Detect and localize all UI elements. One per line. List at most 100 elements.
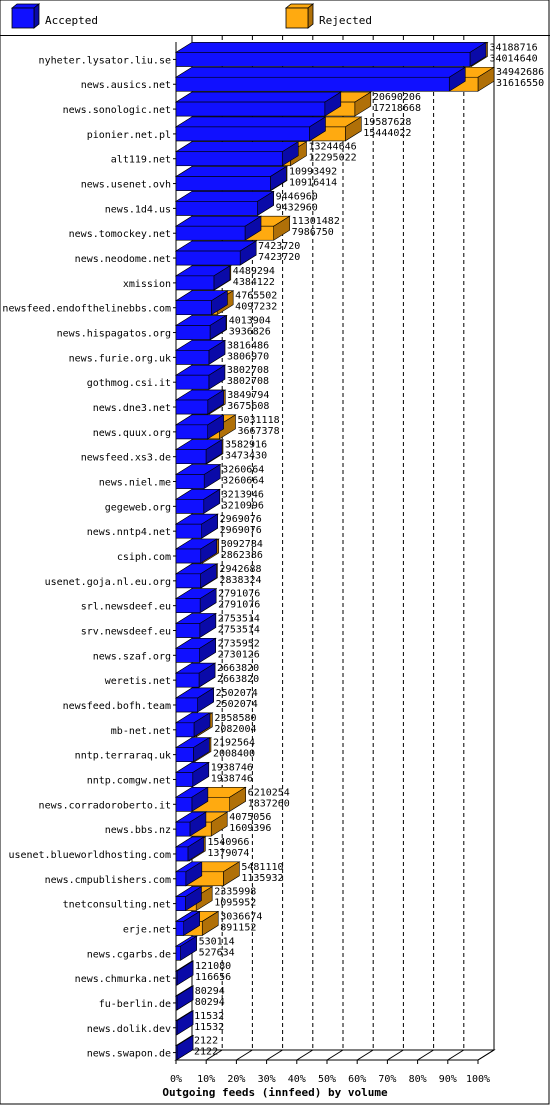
bar-accepted <box>174 215 263 241</box>
value-label-total: 1540966 <box>207 837 249 848</box>
value-label-accepted: 15444022 <box>363 128 411 139</box>
x-axis: 0% 10% 20% 30% 40% 50% 60% 70% 80% 90% 100% <box>170 1060 490 1085</box>
category-label: news.bbs.nz <box>105 825 171 836</box>
category-label: csiph.com <box>117 552 171 563</box>
bar-accepted <box>174 116 327 142</box>
bar-accepted <box>174 414 225 440</box>
value-label-accepted: 3936826 <box>229 327 271 338</box>
value-label-total: 20690206 <box>373 92 421 103</box>
value-label-accepted: 7986750 <box>292 227 334 238</box>
value-label-accepted: 1837260 <box>248 798 290 809</box>
value-label-total: 11532 <box>194 1011 224 1022</box>
category-label: gegeweb.org <box>105 502 171 513</box>
value-label-accepted: 116656 <box>195 972 231 983</box>
x-tick-label: 50% <box>318 1074 336 1085</box>
value-label-total: 9446960 <box>276 191 318 202</box>
value-label-total: 10993492 <box>289 167 337 178</box>
bar-accepted <box>174 1035 195 1061</box>
category-label: news.usenet.ovh <box>81 180 171 191</box>
category-label: gothmog.csi.it <box>87 378 171 389</box>
x-tick-label: 90% <box>439 1074 457 1085</box>
value-label-accepted: 3667378 <box>237 426 279 437</box>
bar-accepted <box>174 265 231 291</box>
bar-accepted <box>174 761 210 788</box>
bar-accepted <box>174 563 218 589</box>
category-label: news.dolik.dev <box>87 1024 171 1035</box>
value-label-accepted: 3260664 <box>222 476 264 487</box>
value-label-accepted: 3473430 <box>225 451 267 462</box>
category-label: erje.net <box>123 924 171 935</box>
value-label-accepted: 80294 <box>195 997 225 1008</box>
x-tick-label: 0% <box>170 1074 182 1085</box>
category-label: news.cgarbs.de <box>87 949 171 960</box>
value-label-accepted: 10916414 <box>289 178 337 189</box>
value-label-total: 2969076 <box>220 514 262 525</box>
bar-accepted <box>174 712 212 738</box>
bar-accepted <box>174 439 224 465</box>
category-label: news.1d4.us <box>105 204 171 215</box>
bar-accepted <box>174 463 222 490</box>
bar-accepted <box>174 886 203 912</box>
value-label-accepted: 2008400 <box>213 749 255 760</box>
category-label: news.chmurka.net <box>75 974 171 985</box>
value-label-total: 3260664 <box>222 465 264 476</box>
value-label-accepted: 9432960 <box>276 202 318 213</box>
x-tick-label: 30% <box>258 1074 276 1085</box>
bar-accepted <box>174 290 229 316</box>
value-label-accepted: 2122 <box>194 1047 218 1058</box>
value-label-total: 4075056 <box>229 812 271 823</box>
value-label-total: 1938746 <box>211 762 253 773</box>
x-axis-title: Outgoing feeds (innfeed) by volume <box>162 1086 388 1099</box>
category-label: usenet.goja.nl.eu.org <box>45 577 171 588</box>
bar-accepted <box>174 513 219 539</box>
value-label-accepted: 3210996 <box>222 500 264 511</box>
category-label: srl.newsdeef.eu <box>81 602 171 613</box>
category-label: news.swapon.de <box>87 1049 171 1060</box>
category-label: alt119.net <box>111 155 171 166</box>
category-label: news.dne3.net <box>93 403 171 414</box>
value-label-accepted: 2663820 <box>217 674 259 685</box>
value-label-total: 2663820 <box>217 663 259 674</box>
bar-accepted <box>174 935 198 961</box>
value-label-total: 2122 <box>194 1036 218 1047</box>
x-tick-label: 80% <box>409 1074 427 1085</box>
category-label: nyheter.lysator.liu.se <box>39 55 171 66</box>
value-label-accepted: 7423720 <box>258 252 300 263</box>
bar-accepted <box>174 612 217 639</box>
value-label-accepted: 12295022 <box>308 153 356 164</box>
category-label: srv.newsdeef.eu <box>81 626 171 637</box>
bar-accepted <box>174 910 201 936</box>
category-label: news.niel.me <box>99 478 171 489</box>
value-label-total: 11301482 <box>292 216 340 227</box>
value-label-accepted: 2082004 <box>214 724 256 735</box>
value-label-accepted: 1379074 <box>207 848 249 859</box>
value-label-accepted: 3802708 <box>227 376 269 387</box>
category-label: news.neodome.net <box>75 254 171 265</box>
value-label-total: 3802708 <box>227 365 269 376</box>
bar-accepted <box>174 389 225 415</box>
value-label-total: 34942686 <box>496 67 544 78</box>
bar-accepted <box>174 1010 195 1036</box>
x-tick-label: 40% <box>288 1074 306 1085</box>
value-label-total: 121080 <box>195 961 231 972</box>
value-label-total: 5031118 <box>237 415 279 426</box>
value-label-accepted: 31616550 <box>496 78 544 89</box>
bar-accepted <box>174 687 215 713</box>
value-label-total: 2358580 <box>214 713 256 724</box>
value-label-accepted: 2730126 <box>218 649 260 660</box>
value-label-total: 4765502 <box>235 291 277 302</box>
value-label-total: 19587628 <box>363 117 411 128</box>
value-label-total: 3582916 <box>225 440 267 451</box>
bar-accepted <box>174 588 218 614</box>
value-label-accepted: 891152 <box>220 922 256 933</box>
legend-rejected-label: Rejected <box>319 14 372 27</box>
chart-bars <box>174 41 496 1061</box>
bar-accepted <box>174 141 300 167</box>
bar-accepted <box>174 637 217 663</box>
value-label-accepted: 527634 <box>199 947 235 958</box>
value-label-total: 6210254 <box>248 787 290 798</box>
value-label-total: 2335998 <box>214 887 256 898</box>
legend-accepted-label: Accepted <box>45 14 98 27</box>
category-label: mb-net.net <box>111 726 171 737</box>
value-label-accepted: 34014640 <box>489 53 537 64</box>
